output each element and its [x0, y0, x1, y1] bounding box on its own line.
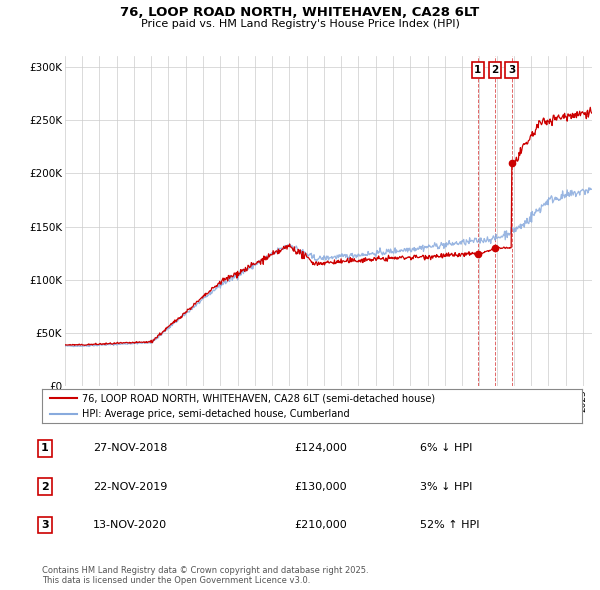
Text: 76, LOOP ROAD NORTH, WHITEHAVEN, CA28 6LT: 76, LOOP ROAD NORTH, WHITEHAVEN, CA28 6L…	[121, 6, 479, 19]
Text: 1: 1	[41, 444, 49, 453]
Text: 2: 2	[491, 65, 499, 75]
Text: HPI: Average price, semi-detached house, Cumberland: HPI: Average price, semi-detached house,…	[83, 409, 350, 419]
Text: 3% ↓ HPI: 3% ↓ HPI	[420, 482, 472, 491]
Text: 3: 3	[41, 520, 49, 530]
Text: £130,000: £130,000	[294, 482, 347, 491]
Text: 76, LOOP ROAD NORTH, WHITEHAVEN, CA28 6LT (semi-detached house): 76, LOOP ROAD NORTH, WHITEHAVEN, CA28 6L…	[83, 393, 436, 403]
Text: 2: 2	[41, 482, 49, 491]
Text: Price paid vs. HM Land Registry's House Price Index (HPI): Price paid vs. HM Land Registry's House …	[140, 19, 460, 29]
Text: £210,000: £210,000	[294, 520, 347, 530]
Text: 3: 3	[508, 65, 515, 75]
Text: 22-NOV-2019: 22-NOV-2019	[93, 482, 167, 491]
Text: 13-NOV-2020: 13-NOV-2020	[93, 520, 167, 530]
Text: 6% ↓ HPI: 6% ↓ HPI	[420, 444, 472, 453]
Text: Contains HM Land Registry data © Crown copyright and database right 2025.
This d: Contains HM Land Registry data © Crown c…	[42, 566, 368, 585]
Text: 1: 1	[474, 65, 481, 75]
Text: £124,000: £124,000	[294, 444, 347, 453]
Text: 27-NOV-2018: 27-NOV-2018	[93, 444, 167, 453]
Text: 52% ↑ HPI: 52% ↑ HPI	[420, 520, 479, 530]
